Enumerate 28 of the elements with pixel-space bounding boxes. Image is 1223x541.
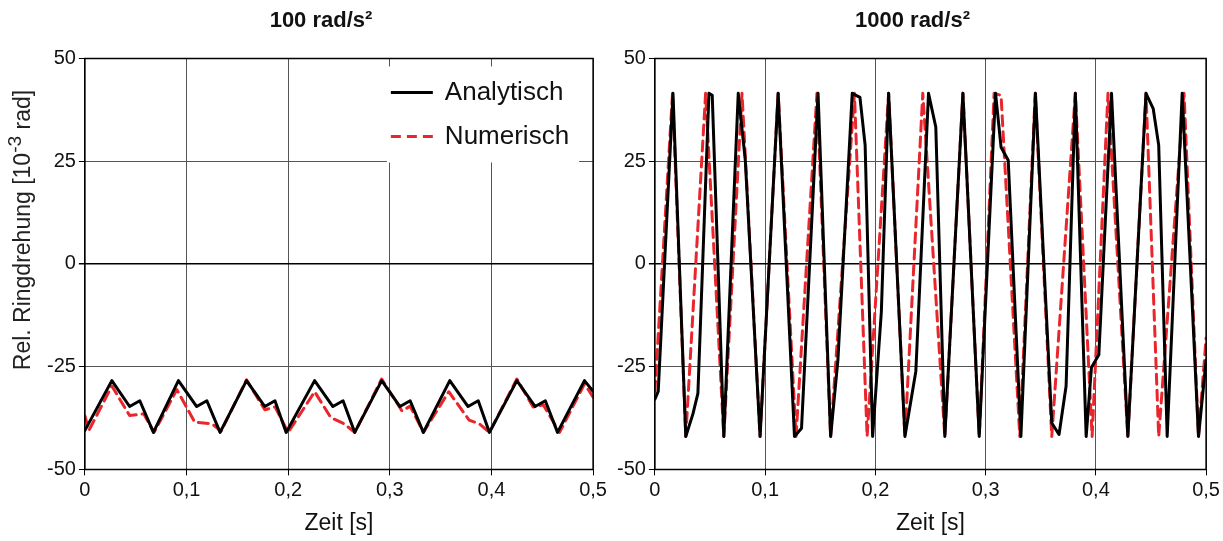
x-tick-label: 0 — [649, 477, 661, 500]
x-tick-label: 0,3 — [971, 477, 1000, 500]
x-tick-label: 0,5 — [1192, 477, 1220, 500]
x-tick-label: 0,3 — [375, 477, 404, 500]
x-axis-title: Zeit [s] — [304, 508, 374, 535]
y-tick-label: 0 — [634, 251, 646, 274]
y-tick-label: -25 — [617, 354, 646, 377]
y-tick-label: 50 — [623, 45, 646, 68]
y-tick-label: -50 — [47, 456, 76, 479]
chart-title: 1000 rad/s² — [855, 7, 970, 33]
x-tick-label: 0,2 — [861, 477, 890, 500]
y-tick-label: 25 — [623, 148, 646, 171]
x-tick-label: 0 — [79, 477, 91, 500]
x-axis-title: Zeit [s] — [895, 508, 966, 535]
y-tick-label: 0 — [64, 251, 76, 274]
legend-label: Analytisch — [444, 75, 564, 106]
x-tick-label: 0,1 — [172, 477, 201, 500]
x-tick-label: 0,4 — [1081, 477, 1110, 500]
x-tick-label: 0,1 — [751, 477, 780, 500]
y-tick-label: 25 — [53, 148, 76, 171]
y-tick-label: -50 — [617, 456, 646, 479]
x-tick-label: 0,5 — [579, 477, 607, 500]
chart-title: 100 rad/s² — [269, 7, 373, 33]
legend-label: Numerisch — [444, 119, 570, 150]
x-tick-label: 0,4 — [477, 477, 506, 500]
y-tick-label: -25 — [47, 354, 76, 377]
x-tick-label: 0,2 — [274, 477, 303, 500]
y-tick-label: 50 — [53, 45, 76, 68]
